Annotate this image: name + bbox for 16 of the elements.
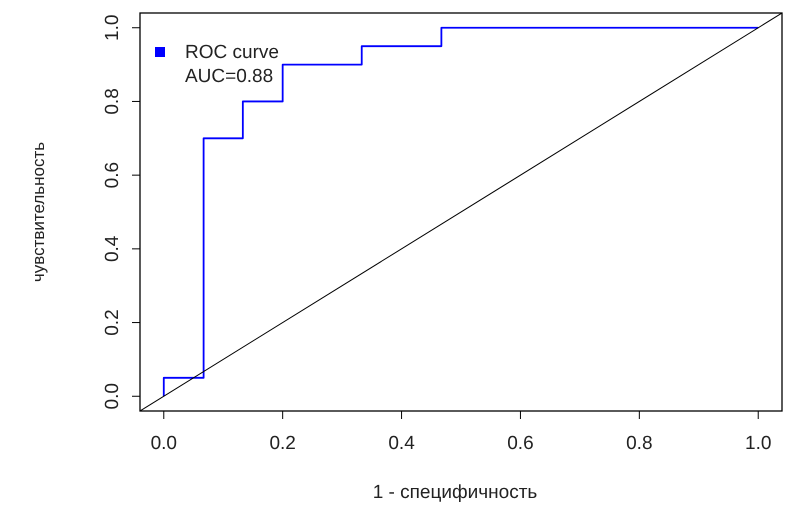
- x-tick-label: 1.0: [745, 433, 772, 454]
- x-tick-label: 0.2: [269, 433, 296, 454]
- y-tick-label: 0.2: [102, 309, 123, 336]
- y-tick-label: 0.0: [102, 383, 123, 410]
- x-tick-label: 0.0: [150, 433, 177, 454]
- y-tick-label: 0.8: [102, 88, 123, 115]
- y-tick-label: 0.6: [102, 162, 123, 188]
- x-tick-label: 0.8: [626, 433, 653, 454]
- x-tick-label: 0.6: [507, 433, 534, 454]
- y-tick-label: 0.4: [102, 235, 123, 262]
- x-tick-label: 0.4: [388, 433, 416, 454]
- legend-label: ROC curve: [185, 42, 279, 63]
- x-axis-title: 1 - специфичность: [372, 482, 538, 503]
- y-axis-title: чувствительность: [29, 142, 48, 282]
- annotation: AUC=0.88: [185, 66, 274, 87]
- y-tick-label: 1.0: [102, 14, 123, 41]
